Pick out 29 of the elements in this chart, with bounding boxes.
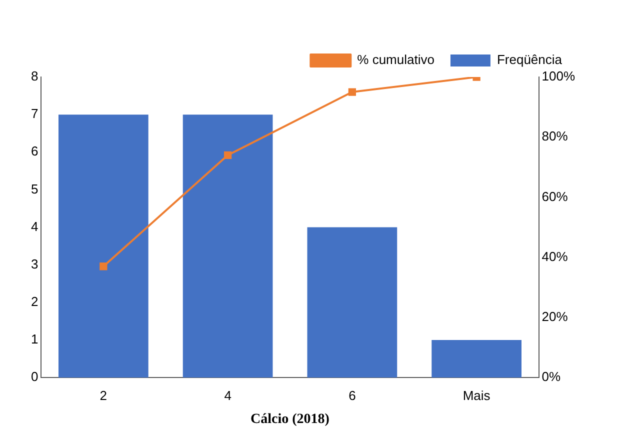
y-tick-label: 1	[30, 332, 38, 347]
x-tick-label: 6	[348, 388, 356, 403]
y-tick-label: 0	[30, 369, 38, 384]
legend-label: Freqüência	[496, 52, 563, 68]
bar	[182, 114, 273, 378]
y-tick-label: 2	[30, 294, 38, 310]
y2-tick-label: 80%	[542, 128, 568, 144]
x-tick-label: Mais	[462, 388, 491, 403]
y2-tick-label: 0%	[542, 369, 561, 384]
y-tick-label: 8	[30, 68, 38, 84]
y-tick-label: 3	[30, 256, 38, 272]
y2-tick-label: 100%	[542, 68, 576, 84]
y-tick-label: 6	[30, 144, 38, 159]
y-tick-label: 4	[30, 218, 38, 234]
x-tick-label: 4	[224, 388, 232, 403]
legend-label: % cumulativo	[357, 52, 434, 68]
y-tick-label: 7	[30, 106, 38, 122]
y2-tick-label: 60%	[542, 188, 568, 204]
bar	[58, 114, 148, 378]
x-axis-title: Cálcio (2018)	[250, 412, 330, 428]
y2-tick-label: 40%	[542, 248, 568, 264]
point	[100, 262, 108, 270]
bar	[307, 227, 398, 378]
y-tick-label: 5	[30, 181, 38, 196]
bar	[432, 340, 522, 378]
point	[224, 151, 232, 159]
x-tick-label: 2	[100, 388, 108, 403]
y2-tick-label: 20%	[542, 309, 568, 324]
point	[348, 88, 356, 96]
